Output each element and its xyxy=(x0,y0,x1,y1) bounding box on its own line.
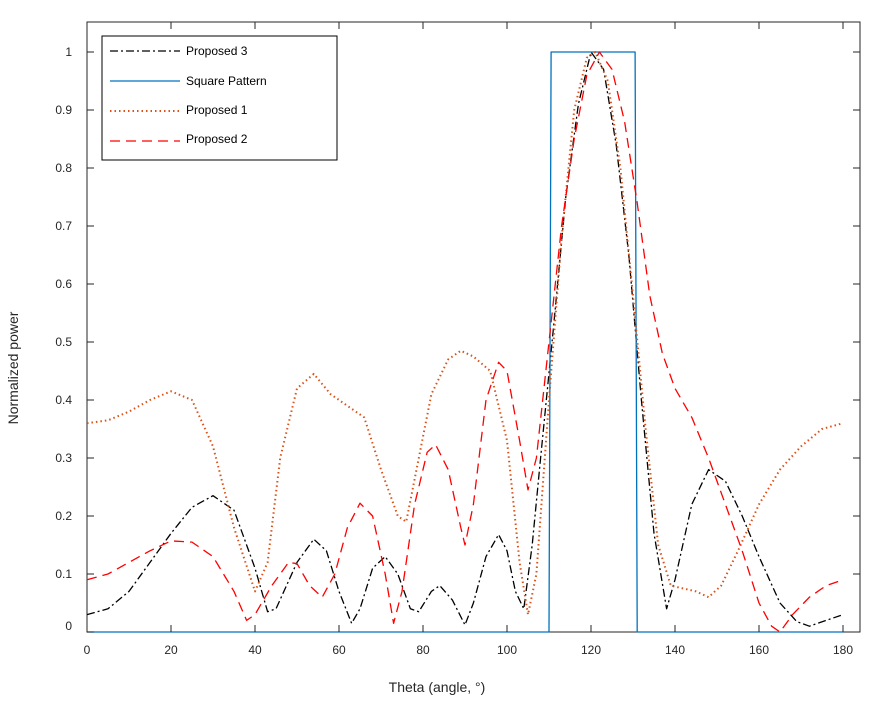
x-tick-label: 160 xyxy=(749,643,769,657)
y-tick-label: 0.3 xyxy=(55,451,72,465)
x-tick-label: 60 xyxy=(332,643,346,657)
y-tick-label: 0.5 xyxy=(55,335,72,349)
x-tick-label: 80 xyxy=(416,643,430,657)
legend: Proposed 3 Square Pattern Proposed 1 Pro… xyxy=(101,35,338,161)
y-tick-label: 0.8 xyxy=(55,161,72,175)
y-axis-label: Normalized power xyxy=(5,311,21,424)
x-tick-label: 140 xyxy=(665,643,685,657)
y-tick-label: 1 xyxy=(65,45,72,59)
legend-box xyxy=(101,35,338,161)
series-line-proposed-3 xyxy=(86,51,844,627)
y-tick-label: 0.2 xyxy=(55,509,72,523)
legend-label-proposed-2: Proposed 2 xyxy=(186,132,248,146)
x-axis-label: Theta (angle, °) xyxy=(389,679,486,695)
x-tick-label: 40 xyxy=(248,643,262,657)
x-tick-label: 180 xyxy=(833,643,853,657)
x-tick-label: 100 xyxy=(497,643,517,657)
series-line-square-pattern xyxy=(87,51,843,633)
y-tick-label: 0.7 xyxy=(55,219,72,233)
tick-layer: 0 20 40 60 80 100 120 140 160 180 0 0.1 0.2 0.3 0.4 0.5… xyxy=(55,22,860,657)
y-tick-label: 0.9 xyxy=(55,103,72,117)
x-tick-label: 0 xyxy=(84,643,91,657)
y-tick-label: 0.4 xyxy=(55,393,72,407)
y-tick-label: 0.1 xyxy=(55,567,72,581)
series-layer xyxy=(86,51,844,633)
x-tick-label: 120 xyxy=(581,643,601,657)
legend-label-square-pattern: Square Pattern xyxy=(186,74,267,88)
series-line-proposed-2 xyxy=(86,51,844,633)
x-tick-label: 20 xyxy=(164,643,178,657)
legend-label-proposed-1: Proposed 1 xyxy=(186,103,248,117)
series-line-proposed-1 xyxy=(86,51,844,616)
y-tick-label: 0.6 xyxy=(55,277,72,291)
legend-label-proposed-3: Proposed 3 xyxy=(186,44,248,58)
y-tick-label: 0 xyxy=(65,619,72,633)
